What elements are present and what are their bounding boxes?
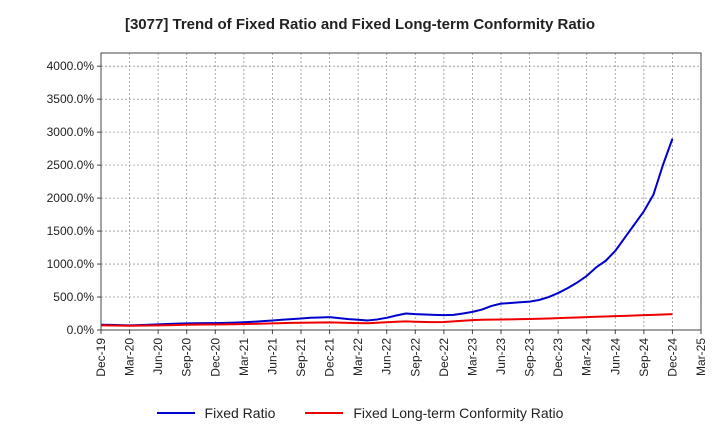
y-tick-label: 500.0% (53, 290, 94, 304)
y-tick-label: 2000.0% (47, 191, 95, 205)
series-lines (100, 138, 674, 327)
chart-area: 0.0% 500.0% 1000.0% 1500.0% 2000.0% 2500.0% 30… (47, 52, 708, 377)
x-tick-label: Mar-25 (694, 338, 708, 376)
x-tick-label: Dec-20 (208, 338, 222, 377)
y-tick-label: 1500.0% (47, 224, 95, 238)
grid (100, 53, 702, 331)
x-tick-label: Jun-21 (265, 338, 279, 375)
x-tick-label: Sep-20 (180, 338, 194, 377)
y-axis-ticks: 0.0% 500.0% 1000.0% 1500.0% 2000.0% 2500.0% 30… (47, 59, 101, 337)
x-tick-label: Dec-24 (665, 338, 679, 377)
x-tick-label: Mar-21 (237, 338, 251, 376)
legend: Fixed Ratio Fixed Long-term Conformity R… (0, 405, 720, 421)
series-line-fixed-ratio (100, 138, 674, 327)
legend-label-fixed-ratio: Fixed Ratio (204, 405, 276, 421)
x-tick-label: Jun-20 (151, 338, 165, 375)
legend-label-fixed-long-term-conformity-ratio: Fixed Long-term Conformity Ratio (353, 405, 564, 421)
y-tick-label: 2500.0% (47, 158, 95, 172)
x-tick-label: Sep-24 (637, 338, 651, 377)
x-tick-label: Jun-23 (494, 338, 508, 375)
x-tick-label: Mar-22 (351, 338, 365, 376)
x-tick-label: Mar-23 (465, 338, 479, 376)
y-tick-label: 1000.0% (47, 257, 95, 271)
legend-swatch-fixed-long-term-conformity-ratio (305, 412, 344, 414)
plot-frame (100, 52, 702, 331)
y-tick-label: 3500.0% (47, 92, 95, 106)
x-tick-label: Mar-20 (123, 338, 137, 376)
series-line-fixed-long-term-conformity-ratio (100, 313, 673, 327)
x-tick-label: Dec-22 (437, 338, 451, 377)
x-tick-label: Mar-24 (580, 338, 594, 376)
legend-item-fixed-ratio: Fixed Ratio (156, 405, 276, 421)
x-axis-ticks: Dec-19 Mar-20 Jun-20 Sep-20 Dec-20 Mar-21 Jun-… (94, 330, 708, 377)
x-tick-label: Jun-24 (608, 338, 622, 375)
x-tick-label: Sep-22 (408, 338, 422, 377)
legend-swatch-fixed-ratio (156, 412, 195, 414)
chart-title: [3077] Trend of Fixed Ratio and Fixed Lo… (124, 16, 596, 33)
x-tick-label: Dec-21 (323, 338, 337, 377)
y-tick-label: 3000.0% (47, 125, 95, 139)
x-tick-label: Dec-23 (551, 338, 565, 377)
y-tick-label: 0.0% (67, 323, 95, 337)
legend-item-fixed-long-term-conformity-ratio: Fixed Long-term Conformity Ratio (305, 405, 563, 421)
x-tick-label: Sep-23 (523, 338, 537, 377)
x-tick-label: Sep-21 (294, 338, 308, 377)
x-tick-label: Dec-19 (94, 338, 108, 377)
x-tick-label: Jun-22 (380, 338, 394, 375)
y-tick-label: 4000.0% (47, 59, 95, 73)
